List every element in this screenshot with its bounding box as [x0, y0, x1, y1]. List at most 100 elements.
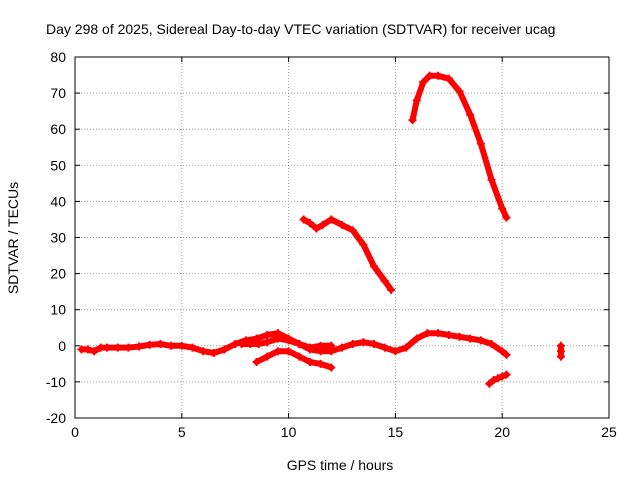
data-point [502, 350, 511, 359]
data-point [284, 347, 293, 356]
data-point [305, 358, 314, 367]
data-point [273, 347, 282, 356]
data-point [209, 349, 218, 358]
data-point [124, 343, 133, 352]
data-point [502, 213, 511, 222]
data-point [370, 262, 379, 271]
y-tick-label: 40 [50, 193, 66, 209]
data-point [316, 341, 325, 350]
data-point [359, 338, 368, 347]
data-point [476, 336, 485, 345]
y-tick-label: 80 [50, 49, 66, 65]
data-point [498, 204, 507, 213]
y-tick-label: 60 [50, 121, 66, 137]
data-point [305, 343, 314, 352]
data-point [305, 219, 314, 228]
data-point [167, 341, 176, 350]
data-point [135, 342, 144, 351]
data-point [408, 116, 417, 125]
series-mid-arc-11-15 [299, 215, 396, 294]
data-point [199, 347, 208, 356]
x-tick-label: 10 [281, 424, 297, 440]
data-point [498, 372, 507, 381]
data-point [252, 358, 261, 367]
data-point [412, 334, 421, 343]
data-point [359, 240, 368, 249]
x-tick-label: 15 [388, 424, 404, 440]
data-point [380, 276, 389, 285]
data-point [487, 339, 496, 348]
data-point [188, 343, 197, 352]
data-point [380, 343, 389, 352]
data-point [263, 330, 272, 339]
data-point [487, 175, 496, 184]
x-tick-label: 25 [601, 424, 617, 440]
x-tick-label: 0 [71, 424, 79, 440]
data-point [103, 343, 112, 352]
series-lower-branch-8-12 [252, 347, 336, 372]
data-point [295, 352, 304, 361]
y-tick-label: 0 [58, 338, 66, 354]
series-line [409, 72, 510, 221]
y-tick-label: 50 [50, 157, 66, 173]
data-point [444, 74, 453, 83]
data-point [556, 341, 565, 350]
data-point [316, 359, 325, 368]
data-point [246, 339, 255, 348]
data-point [338, 220, 346, 229]
data-point [327, 363, 336, 372]
data-point [493, 374, 502, 383]
data-point [444, 330, 453, 339]
data-point [502, 370, 511, 379]
data-point [284, 336, 293, 345]
data-point [476, 139, 485, 148]
data-point [402, 343, 411, 352]
x-tick-label: 5 [178, 424, 186, 440]
y-tick-label: 10 [50, 302, 66, 318]
data-point [370, 339, 379, 348]
y-tick-label: 30 [50, 230, 66, 246]
data-point [156, 339, 165, 348]
data-point [419, 78, 428, 87]
data-point [455, 87, 464, 96]
data-point [177, 341, 186, 350]
data-point [348, 226, 357, 235]
data-layer [77, 71, 565, 388]
data-point [327, 341, 336, 350]
data-point [391, 347, 400, 356]
series-upper-band-8-12 [237, 334, 336, 352]
data-point [254, 339, 263, 348]
data-point [312, 224, 321, 233]
data-point [348, 339, 357, 348]
data-point [327, 215, 336, 224]
data-point [434, 329, 443, 338]
data-point [295, 339, 304, 348]
y-tick-label: 20 [50, 266, 66, 282]
grid-layer [75, 57, 609, 418]
series-high-arc-16-20 [408, 71, 511, 222]
data-point [338, 343, 346, 352]
data-point [145, 340, 154, 349]
chart-title: Day 298 of 2025, Sidereal Day-to-day VTE… [46, 21, 555, 37]
data-point [273, 334, 282, 343]
x-axis-label: GPS time / hours [287, 457, 394, 473]
y-tick-label: 70 [50, 85, 66, 101]
x-tick-label: 20 [494, 424, 510, 440]
y-tick-label: -20 [46, 410, 66, 426]
series-line [238, 335, 335, 351]
data-point [434, 71, 443, 80]
data-point [299, 215, 308, 224]
data-point [113, 343, 122, 352]
data-point [423, 329, 432, 338]
data-point [387, 285, 396, 294]
data-point [263, 338, 272, 347]
data-point [489, 376, 498, 385]
series-late-negative-arc [485, 370, 511, 388]
data-point [318, 220, 327, 229]
y-tick-label: -10 [46, 374, 66, 390]
y-axis-label: SDTVAR / TECUs [5, 182, 21, 294]
data-point [485, 379, 494, 388]
data-point [498, 347, 507, 356]
